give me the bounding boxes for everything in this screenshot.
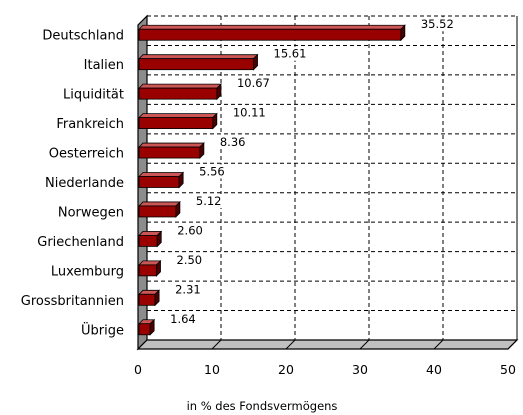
x-tick-label: 10 xyxy=(204,362,220,377)
category-label: Deutschland xyxy=(42,29,124,44)
data-label: 35.52 xyxy=(421,17,454,31)
category-label: Italien xyxy=(84,58,124,73)
bar-top xyxy=(138,172,185,177)
data-label: 2.60 xyxy=(177,223,203,237)
floor-depth-line xyxy=(433,339,444,350)
data-label-bg xyxy=(216,135,252,150)
category-label: Übrige xyxy=(81,321,124,338)
bar xyxy=(138,87,218,100)
bar-side xyxy=(178,171,184,189)
bar xyxy=(138,117,214,129)
bar-side xyxy=(154,289,160,307)
data-label: 10.11 xyxy=(233,106,266,120)
bar-side xyxy=(156,230,162,248)
bar xyxy=(138,205,177,218)
category-label: Grossbritannien xyxy=(21,294,124,309)
floor-depth-line xyxy=(285,339,296,350)
data-label: 1.64 xyxy=(170,312,196,326)
data-label: 8.36 xyxy=(220,135,246,149)
bar xyxy=(138,146,201,159)
data-label-bg xyxy=(167,311,202,326)
bar-top xyxy=(138,54,259,60)
data-label-bg xyxy=(172,282,207,297)
category-label: Liquidität xyxy=(63,88,124,103)
data-label: 10.67 xyxy=(237,76,270,90)
bar-top xyxy=(138,201,181,207)
category-labels: Deutschland Italien Liquidität Frankreich Oe… xyxy=(21,29,124,339)
bar xyxy=(138,323,151,336)
bar xyxy=(138,293,156,306)
bar-side xyxy=(216,83,222,101)
data-label: 2.50 xyxy=(177,253,203,267)
x-tick-label: 0 xyxy=(134,362,142,377)
floor-depth-line xyxy=(359,339,370,350)
data-label-bg xyxy=(270,46,313,61)
bar xyxy=(138,264,157,277)
bar xyxy=(138,58,254,71)
x-axis-title: in % des Fondsvermögens xyxy=(187,399,338,413)
bar xyxy=(138,28,402,41)
x-tick-labels: 0 10 20 30 40 50 xyxy=(134,362,516,377)
category-label: Luxemburg xyxy=(51,264,124,279)
bar xyxy=(138,235,158,247)
data-label-bg xyxy=(173,252,209,267)
data-label: 5.56 xyxy=(199,165,225,179)
bar-side xyxy=(156,259,161,277)
category-label: Griechenland xyxy=(37,235,124,250)
floor-depth-line xyxy=(507,339,518,350)
data-label-bg xyxy=(417,17,460,32)
bar-top xyxy=(138,142,205,148)
category-label: Norwegen xyxy=(58,205,124,220)
bar-top xyxy=(138,113,218,118)
x-tick-label: 30 xyxy=(352,362,368,377)
data-label-bg xyxy=(229,105,272,120)
data-label-bg xyxy=(192,193,228,208)
floor-depth-line xyxy=(211,339,222,350)
x-tick-label: 50 xyxy=(500,362,516,377)
bar-side xyxy=(199,142,205,160)
bar-side xyxy=(400,24,406,42)
category-label: Frankreich xyxy=(56,117,124,132)
data-label-bg xyxy=(174,223,210,238)
data-label-bg xyxy=(196,164,231,179)
data-label: 2.31 xyxy=(175,282,201,296)
bar xyxy=(138,176,180,188)
floor xyxy=(136,339,519,350)
bar-side xyxy=(253,53,258,71)
category-label: Niederlande xyxy=(45,176,124,191)
bar-side xyxy=(149,318,155,336)
bar-top xyxy=(138,24,406,30)
data-label: 15.61 xyxy=(274,47,307,61)
bar-top xyxy=(138,83,222,89)
data-label-bg xyxy=(233,76,276,91)
bar-side xyxy=(175,200,181,218)
x-tick-label: 40 xyxy=(426,362,442,377)
data-label: 5.12 xyxy=(196,194,222,208)
bar-side xyxy=(212,112,218,130)
x-tick-label: 20 xyxy=(278,362,294,377)
bars-layer: 35.52 15.61 10.67 10.11 8.36 5.56 5.12 2.60 2.50… xyxy=(138,17,460,336)
category-label: Oesterreich xyxy=(49,147,124,162)
